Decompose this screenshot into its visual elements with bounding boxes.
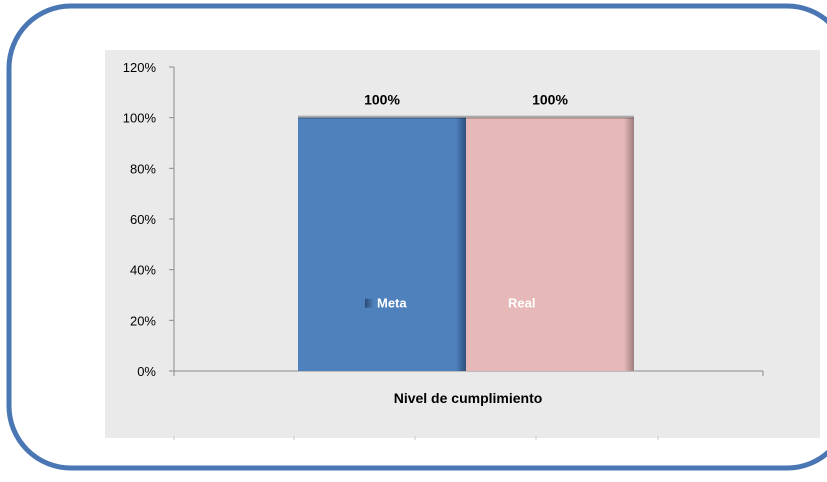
bars-group: 100% Meta 100% Real [298,92,634,372]
y-tick-label: 20% [130,313,156,328]
y-tick-label: 120% [123,60,157,75]
bar-real [466,117,634,372]
y-tick-label: 100% [123,111,157,126]
y-tick-label: 80% [130,161,156,176]
bar-meta-top-shadow [298,115,466,119]
y-tick-label: 60% [130,212,156,227]
y-tick-label: 40% [130,263,156,278]
y-axis-ticks: 0% 20% 40% 60% 80% 100% 120% [123,60,174,379]
legend-label-real: Real [508,296,535,311]
bar-real-top-shadow [466,115,634,119]
bar-meta [298,117,466,372]
x-axis-label: Nivel de cumplimiento [394,390,543,406]
legend-label-meta: Meta [377,296,407,311]
data-label-meta: 100% [364,92,400,108]
data-label-real: 100% [532,92,568,108]
y-tick-label: 0% [137,364,156,379]
legend-swatch-meta [365,298,374,308]
